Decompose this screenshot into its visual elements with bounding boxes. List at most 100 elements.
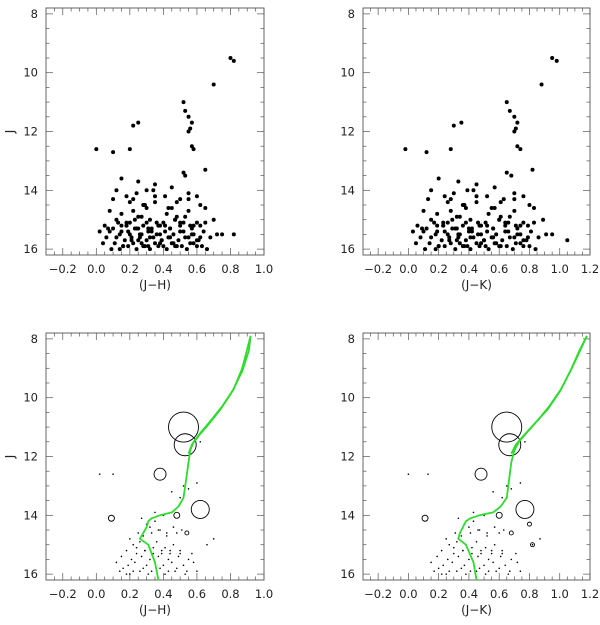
data-point	[521, 244, 526, 249]
data-point	[194, 220, 199, 225]
data-point	[492, 490, 494, 493]
data-point	[198, 235, 203, 240]
data-point	[114, 188, 119, 193]
y-tick-label: 16	[23, 567, 38, 581]
x-tick-label: 0.0	[87, 587, 105, 601]
data-point	[119, 211, 124, 216]
data-point	[135, 546, 138, 549]
x-tick-label: 1.0	[551, 262, 569, 276]
data-point	[498, 214, 503, 219]
data-point	[515, 226, 520, 231]
data-point	[194, 238, 199, 243]
data-point	[154, 511, 156, 514]
data-point	[149, 526, 151, 528]
data-point	[460, 244, 465, 249]
data-point	[149, 229, 154, 234]
data-point	[136, 120, 141, 125]
data-point	[512, 191, 517, 196]
data-point	[513, 223, 518, 228]
x-tick-label: −0.2	[49, 262, 77, 276]
data-point	[453, 552, 455, 555]
data-point	[454, 226, 459, 231]
data-point	[403, 147, 408, 152]
y-axis-label: J	[3, 130, 17, 135]
data-point	[97, 229, 102, 234]
y-tick-label: 10	[23, 66, 38, 80]
data-point	[181, 229, 186, 234]
data-point	[153, 241, 157, 246]
isochrone-line	[139, 335, 252, 581]
chart-panel-3: −0.2 0.0 0.2 0.4 0.6 0.8 1.0 8 10 12 14 16 (J−H) J	[3, 332, 273, 617]
data-point	[515, 552, 517, 555]
data-point	[441, 223, 446, 228]
data-point	[498, 567, 501, 570]
data-point	[106, 226, 111, 231]
data-point	[163, 223, 168, 228]
data-point	[211, 217, 216, 222]
data-point	[429, 217, 434, 222]
data-point	[484, 546, 487, 549]
data-point	[101, 241, 106, 246]
data-point	[445, 573, 448, 575]
data-point	[539, 538, 541, 540]
data-point	[460, 223, 465, 228]
data-point	[506, 229, 511, 234]
y-tick-label: 12	[23, 450, 38, 464]
data-point	[436, 244, 441, 249]
data-point	[440, 573, 443, 575]
data-point	[474, 241, 479, 246]
data-point	[231, 58, 236, 63]
data-point	[181, 529, 183, 531]
isochrone-line	[187, 335, 252, 454]
data-point	[421, 208, 426, 213]
data-point	[475, 540, 478, 543]
data-point	[507, 108, 512, 113]
data-point	[456, 179, 461, 184]
data-point	[413, 241, 418, 246]
data-point	[500, 238, 505, 243]
data-point	[111, 226, 116, 231]
data-point	[478, 529, 481, 531]
data-point	[485, 223, 490, 228]
data-point	[186, 208, 191, 213]
x-tick-label: 0.6	[490, 262, 508, 276]
data-point	[513, 126, 518, 131]
data-point	[426, 197, 431, 202]
data-point	[442, 229, 447, 234]
data-point	[528, 229, 533, 234]
data-point	[134, 561, 136, 564]
data-point	[527, 244, 532, 249]
data-point	[126, 244, 131, 249]
data-point	[445, 538, 448, 540]
data-point	[448, 570, 451, 572]
plot-frame	[362, 332, 591, 581]
data-point	[518, 223, 523, 228]
data-point	[162, 564, 165, 567]
data-point	[153, 200, 157, 205]
x-tick-label: 0.4	[154, 262, 172, 276]
x-tick-label: 0.2	[430, 587, 448, 601]
data-point	[508, 570, 511, 572]
data-point	[468, 217, 473, 222]
data-point	[436, 555, 438, 558]
data-point	[188, 241, 193, 246]
x-tick-label: 1.0	[255, 587, 273, 601]
data-point	[145, 564, 148, 567]
data-point	[141, 244, 146, 249]
x-axis-label: (J−H)	[139, 278, 171, 292]
data-point	[164, 546, 166, 549]
data-point	[468, 247, 473, 252]
data-point	[102, 223, 107, 228]
data-point	[531, 543, 534, 546]
x-tick-label: 0.2	[430, 262, 448, 276]
data-point	[480, 549, 482, 552]
data-point	[429, 188, 434, 193]
data-point	[494, 232, 499, 237]
data-point	[466, 226, 471, 231]
data-point	[119, 223, 124, 228]
open-circle-point	[153, 467, 167, 481]
data-point	[132, 217, 137, 222]
data-point	[129, 538, 131, 540]
data-point	[448, 543, 451, 546]
data-point	[532, 205, 537, 210]
